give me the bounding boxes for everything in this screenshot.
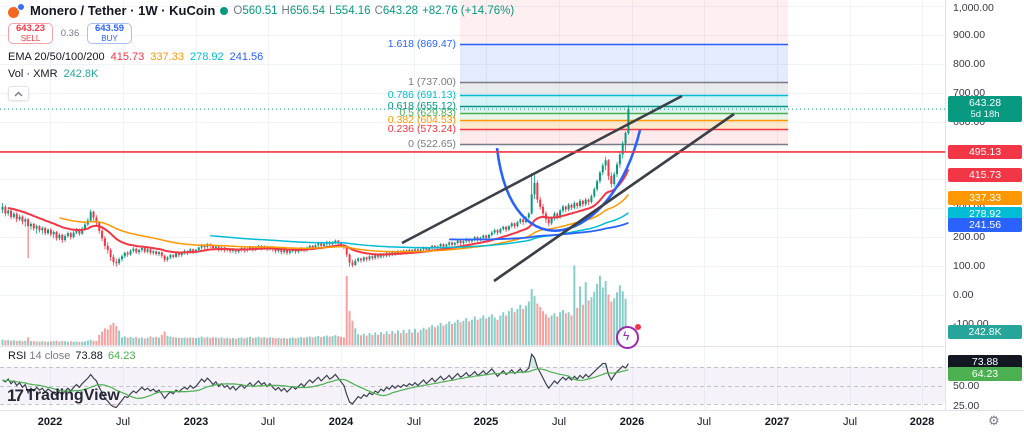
price-badge: 242.8K xyxy=(948,324,1022,339)
price-badge: 495.13 xyxy=(948,144,1022,159)
time-axis-label: 2024 xyxy=(328,416,354,428)
collapse-legend-button[interactable] xyxy=(8,86,29,101)
time-axis-label: 2028 xyxy=(909,416,935,428)
fib-level-label: 0.786 (691.13) xyxy=(387,89,456,102)
ohlc-readout: O560.51 H656.54 L554.16 C643.28 +82.76 (… xyxy=(233,4,515,17)
fib-level-label: 0.382 (604.53) xyxy=(387,114,456,127)
tradingview-logo-icon: 17 xyxy=(7,386,24,405)
price-badge: 337.33 xyxy=(948,190,1022,205)
fib-level-label: 0 (522.65) xyxy=(408,137,456,150)
rsi-ma-value: 64.23 xyxy=(107,350,136,362)
price-badge: 73.88 xyxy=(948,355,1022,369)
price-badge: 643.28 5d 18h xyxy=(948,96,1022,123)
ema50-value: 337.33 xyxy=(150,51,184,63)
time-axis-label: 2022 xyxy=(37,416,63,428)
price-axis-label: 200.00 xyxy=(953,231,986,244)
purple-ring-icon xyxy=(616,326,639,349)
rsi-value: 73.88 xyxy=(75,350,103,362)
market-status-dot xyxy=(220,6,229,15)
price-badge: 241.56 xyxy=(948,218,1022,233)
price-axis-label: 700.00 xyxy=(953,86,986,99)
ai-quick-action-button[interactable]: ϟ xyxy=(616,324,641,349)
ema200-value: 241.56 xyxy=(229,51,264,63)
chart-legend: Monero / Tether · 1W · KuCoin O560.51 H6… xyxy=(8,2,514,101)
volume-legend-row: Vol · XMR 242.8K xyxy=(8,68,514,80)
volume-indicator-label[interactable]: Vol · XMR xyxy=(8,68,58,80)
time-axis-label: Jul xyxy=(842,416,858,428)
time-axis-label: 2027 xyxy=(764,416,790,428)
fib-level-label: 0.236 (573.24) xyxy=(387,123,456,136)
spread-value: 0.36 xyxy=(60,28,80,39)
fib-level-label: 0.618 (655.12) xyxy=(387,99,456,112)
pane-separator[interactable] xyxy=(0,346,945,347)
time-axis-label: Jul xyxy=(115,416,131,428)
price-axis-label: 800.00 xyxy=(953,57,986,70)
price-axis-label: 900.00 xyxy=(953,28,986,41)
sell-button[interactable]: 643.23 SELL xyxy=(8,23,53,44)
ema-indicator-label[interactable]: EMA 20/50/100/200 xyxy=(8,51,105,63)
price-badge: 278.92 xyxy=(948,207,1022,222)
price-axis-label: 100.00 xyxy=(953,260,986,273)
ema-legend-row: EMA 20/50/100/200 415.73 337.33 278.92 2… xyxy=(8,51,514,63)
rsi-indicator-label[interactable]: RSI 14 close xyxy=(8,350,71,362)
price-axis[interactable]: 1,000.00900.00800.00700.00600.00500.0040… xyxy=(945,0,1024,434)
price-badge: 415.73 xyxy=(948,167,1022,182)
symbol-title[interactable]: Monero / Tether · 1W · KuCoin xyxy=(30,3,216,18)
time-axis-label: Jul xyxy=(551,416,567,428)
time-axis-label: Jul xyxy=(406,416,422,428)
ema20-value: 415.73 xyxy=(110,51,145,63)
fib-level-label: 1.618 (869.47) xyxy=(387,37,456,50)
ema100-value: 278.92 xyxy=(189,51,224,63)
time-axis-label: 2026 xyxy=(619,416,645,428)
price-axis-label: 0.00 xyxy=(953,289,974,301)
time-axis-label: Jul xyxy=(696,416,712,428)
price-axis-label: 1,000.00 xyxy=(953,2,994,14)
settings-gear-icon[interactable]: ⚙ xyxy=(988,413,1000,428)
price-axis-label: 25.00 xyxy=(953,400,980,412)
fib-level-label: 1 (737.00) xyxy=(408,76,456,88)
time-axis-label: 2025 xyxy=(473,416,499,428)
chevron-up-icon xyxy=(14,91,23,96)
time-axis-label: 2023 xyxy=(183,416,209,428)
volume-value: 242.8K xyxy=(63,68,99,80)
change-readout: +82.76 (+14.76%) xyxy=(422,4,515,17)
tradingview-watermark[interactable]: 17 TradingView xyxy=(7,386,120,405)
price-axis-label: 50.00 xyxy=(953,379,980,392)
rsi-legend-row: RSI 14 close 73.88 64.23 xyxy=(8,350,135,362)
notification-dot xyxy=(635,324,641,330)
time-axis[interactable]: ⚙ 2022 Jul 2023 Jul 2024 Jul 2025 Jul 2026 Jul 202… xyxy=(0,410,1024,434)
time-axis-label: Jul xyxy=(260,416,276,428)
lightning-icon: ϟ xyxy=(623,329,630,343)
buy-button[interactable]: 643.59 BUY xyxy=(87,23,132,44)
symbol-pair-icon xyxy=(8,3,25,18)
fib-level-label: 0.5 (629.83) xyxy=(399,106,456,119)
price-badge: 64.23 xyxy=(948,366,1022,381)
